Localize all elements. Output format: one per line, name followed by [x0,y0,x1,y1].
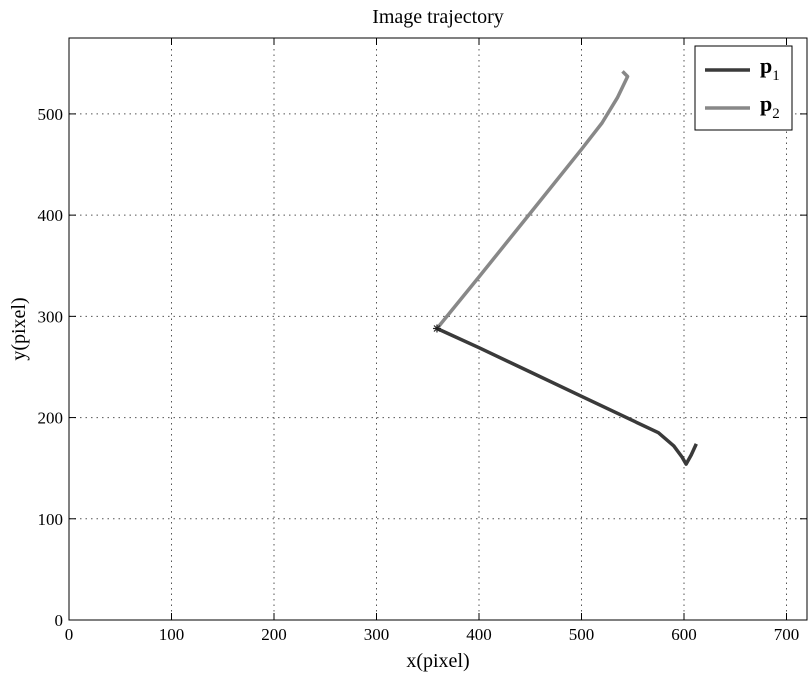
plot-frame [68,37,808,621]
chart-title: Image trajectory [372,6,504,28]
y-tick-label: 400 [38,206,64,225]
x-tick-label: 500 [569,625,595,644]
start-marker [432,324,441,333]
x-tick-label: 100 [159,625,185,644]
y-tick-label: 300 [38,307,64,326]
grid-lines [69,38,807,620]
y-tick-label: 0 [55,611,64,630]
x-tick-label: 700 [774,625,800,644]
y-tick-label: 200 [38,409,64,428]
series-line-p2 [435,70,630,330]
x-tick-label: 400 [466,625,492,644]
series-layer [432,70,698,466]
legend-box [694,45,793,131]
series-line-p1 [436,326,698,466]
x-tick-label: 0 [65,625,74,644]
axis-ticks: 0 100 200 300 400 500 600 700 0 100 200 300 400 500 [38,38,807,644]
x-tick-label: 300 [364,625,390,644]
y-axis-label: y(pixel) [8,297,30,360]
x-tick-label: 200 [261,625,287,644]
y-tick-label: 500 [38,105,64,124]
x-tick-label: 600 [671,625,697,644]
y-tick-label: 100 [38,510,64,529]
x-axis-label: x(pixel) [406,650,469,672]
